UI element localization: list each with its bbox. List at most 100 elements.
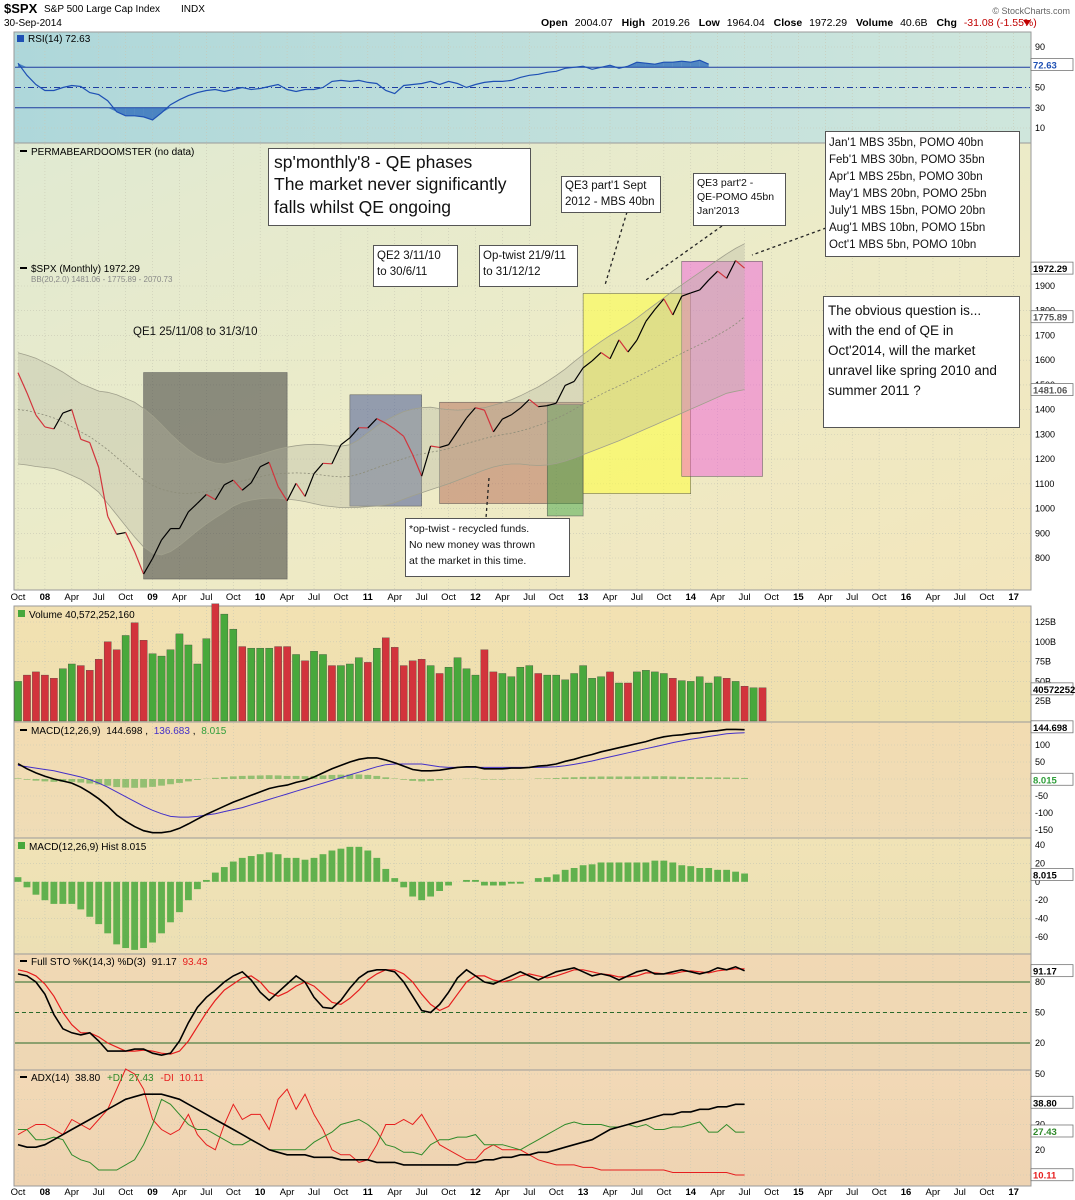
macd-hist-bar — [741, 777, 748, 779]
macd-histogram-bar — [265, 852, 273, 882]
price-segment — [26, 392, 37, 416]
price-segment — [502, 414, 512, 420]
macd-histogram-bar — [229, 861, 237, 882]
volume-last-tag: 40572252 — [1033, 685, 1075, 696]
open-label: Open — [541, 17, 568, 29]
price-segment — [304, 473, 315, 497]
qe1-zone — [143, 372, 288, 580]
macd-hist-bar — [41, 779, 49, 782]
volume-bar — [202, 638, 211, 722]
macd-histogram-bar — [292, 857, 300, 882]
macd-histogram-bar — [355, 846, 363, 882]
price-legend-text: $SPX (Monthly) 1972.29 — [31, 264, 140, 275]
macd-histogram-bar — [678, 865, 686, 882]
price-last-tag: 1972.29 — [1033, 264, 1067, 275]
macd-hist-bar — [436, 779, 443, 781]
x-tick-label: Oct — [11, 1187, 26, 1198]
price-segment — [547, 402, 557, 407]
price-segment — [214, 484, 225, 500]
volume-bar — [722, 678, 731, 722]
macd-hist-last-tag-box — [1030, 772, 1074, 786]
hist-tick-label: 40 — [1035, 840, 1045, 850]
annotation-pointers — [485, 211, 827, 519]
macd-hist-bar — [355, 774, 363, 779]
macd-histogram-bar — [247, 856, 255, 882]
series — [14, 59, 767, 1176]
volume-bar — [597, 676, 605, 722]
x-tick-label: Jul — [631, 1187, 643, 1198]
volume-legend-text: Volume 40,572,252,160 — [29, 610, 135, 621]
price-segment — [645, 309, 656, 322]
price-segment — [53, 412, 64, 430]
qe3-part2-annotation: QE3 part'2 - QE-POMO 45bn Jan'2013 — [693, 173, 786, 226]
volume-tick-label: 25B — [1035, 696, 1051, 706]
price-segment — [421, 445, 432, 477]
rsi-legend: RSI(14) 72.63 — [17, 34, 91, 45]
macd-legend-comma-2: , — [193, 726, 196, 737]
macd-legend-macd: 144.698 — [106, 726, 143, 737]
price-segment — [125, 532, 136, 552]
macd-hist-legend-text: MACD(12,26,9) Hist 8.015 — [29, 842, 147, 853]
price-segment — [349, 427, 360, 439]
price-segment — [143, 558, 154, 575]
x-tick-label: 13 — [578, 1187, 589, 1198]
price-segment — [196, 494, 207, 504]
adx-legend: ADX(14) 38.80 +DI 27.43 -DI 10.11 — [20, 1073, 204, 1084]
price-segment — [250, 466, 261, 484]
price-segment — [206, 493, 216, 501]
macd-histogram-bar — [723, 869, 731, 882]
price-segment — [573, 367, 584, 382]
x-tick-label: Apr — [926, 1187, 941, 1198]
question-annotation: The obvious question is... with the end … — [823, 296, 1020, 428]
macd-histogram-bar — [669, 862, 677, 882]
macd-histogram-bar — [534, 878, 542, 882]
price-segment — [448, 431, 459, 446]
price-segment — [241, 482, 252, 491]
macd-histogram-bar — [220, 867, 228, 882]
macd-histogram-bar — [194, 881, 201, 890]
x-tick-label: Jul — [523, 592, 535, 603]
macd-hist-bar — [229, 776, 237, 779]
macd-hist-bar — [624, 776, 632, 779]
x-tick-label: Oct — [979, 592, 994, 603]
price-segment — [277, 486, 288, 502]
x-tick-label: 14 — [685, 1187, 696, 1198]
volume-bar — [373, 647, 381, 722]
permabear-legend-text: PERMABEARDOOMSTER (no data) — [31, 147, 194, 158]
rsi-legend-swatch — [17, 35, 24, 42]
brand: © StockCharts.com — [992, 6, 1070, 16]
price-segment — [528, 399, 539, 408]
x-tick-label: 15 — [793, 1187, 804, 1198]
rsi-over-fill — [654, 62, 664, 68]
permabear-legend: PERMABEARDOOMSTER (no data) — [20, 147, 194, 158]
price-segment — [609, 339, 620, 359]
volume-bar — [615, 682, 623, 722]
macd-tick-label: -50 — [1035, 791, 1048, 801]
x-tick-label: Jul — [738, 1187, 750, 1198]
price-tick-label: 1100 — [1035, 479, 1054, 489]
price-segment — [466, 407, 476, 419]
macd-histogram-bar — [409, 881, 417, 897]
adx-tick-label: 30 — [1035, 1120, 1045, 1130]
volume-bar — [749, 687, 758, 722]
x-tick-label: Apr — [64, 1187, 79, 1198]
x-tick-label: Apr — [495, 1187, 510, 1198]
price-segment — [224, 479, 234, 486]
pdi-last-tag-box — [1030, 1124, 1074, 1138]
macd-tick-label: -150 — [1035, 825, 1053, 835]
price-segment — [62, 409, 73, 414]
macd-histogram-bar — [122, 881, 130, 949]
volume-bar — [534, 673, 543, 722]
price-segment — [627, 339, 638, 353]
volume-bar — [139, 640, 148, 722]
price-segment — [134, 551, 145, 575]
x-tick-label: Apr — [926, 592, 941, 603]
x-tick-label: 17 — [1008, 1187, 1019, 1198]
macd-histogram-bar — [561, 869, 569, 882]
x-tick-label: Apr — [172, 1187, 187, 1198]
macd-histogram-bar — [606, 862, 614, 882]
volume-bar — [292, 654, 300, 722]
x-tick-label: 13 — [578, 592, 589, 603]
volume-bar — [94, 659, 103, 722]
macd-hist-bar — [615, 776, 623, 779]
